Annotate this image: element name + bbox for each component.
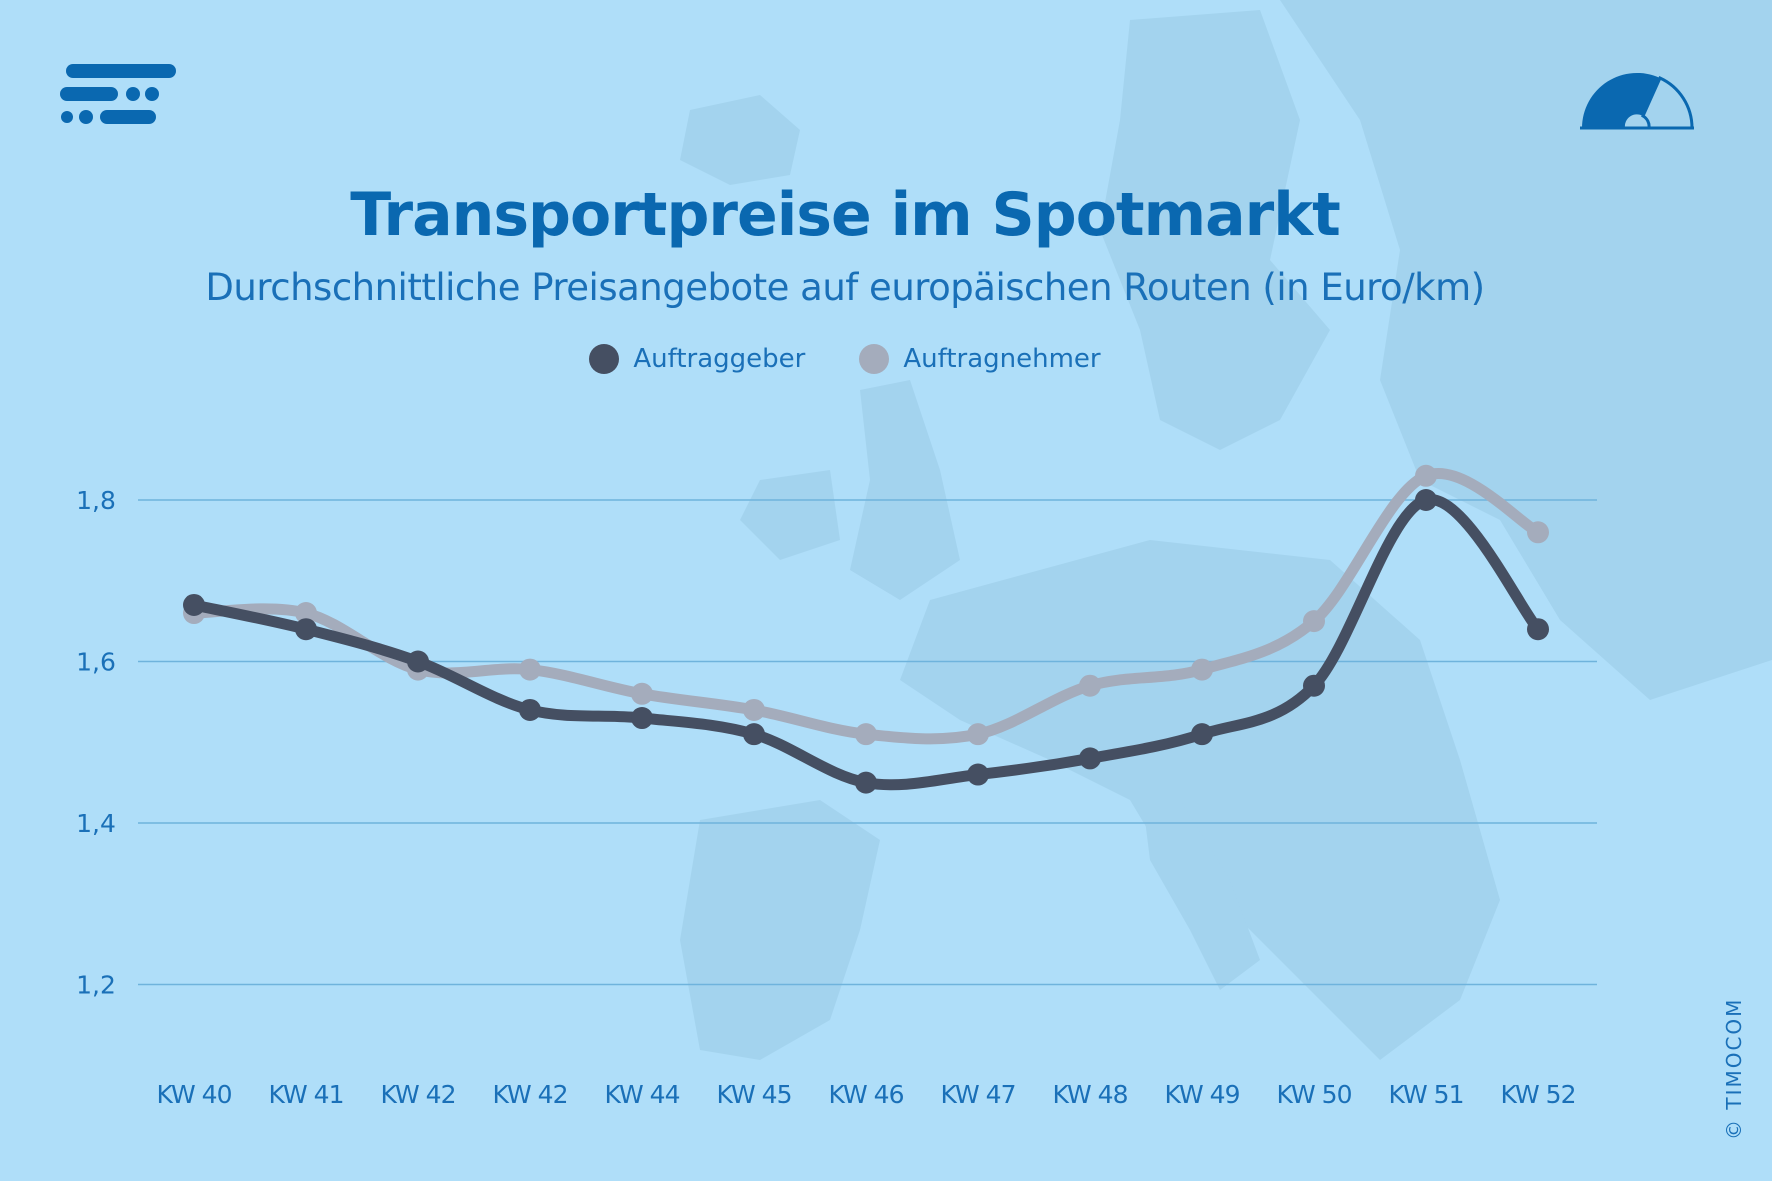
x-tick-label: KW 45 [717,1080,792,1109]
y-tick-label: 1,2 [76,971,116,1000]
data-point-auftragnehmer [1527,521,1549,544]
legend-item-auftraggeber: Auftraggeber [589,344,805,374]
y-tick-label: 1,4 [76,809,116,838]
x-tick-label: KW 50 [1277,1080,1352,1109]
data-point-auftragnehmer [1191,658,1213,681]
x-tick-label: KW 46 [829,1080,904,1109]
legend-label-auftragnehmer: Auftragnehmer [903,344,1101,374]
data-point-auftragnehmer [1079,674,1101,697]
legend: Auftraggeber Auftragnehmer [0,344,1690,374]
chart-subtitle: Durchschnittliche Preisangebote auf euro… [205,266,1485,309]
x-tick-label: KW 47 [941,1080,1016,1109]
x-tick-label: KW 42 [493,1080,568,1109]
timocom-logo-icon [60,64,176,124]
series-line-auftragnehmer [188,468,1544,745]
gauge-icon [1580,72,1694,130]
y-tick-label: 1,6 [76,648,116,677]
x-tick-label: KW 42 [381,1080,456,1109]
x-tick-label: KW 44 [605,1080,680,1109]
x-tick-label: KW 51 [1389,1080,1464,1109]
data-point-auftragnehmer [1415,464,1437,487]
data-point-auftragnehmer [1303,610,1325,633]
data-point-auftraggeber [967,763,989,786]
x-tick-label: KW 41 [269,1080,344,1109]
data-point-auftraggeber [1527,618,1549,641]
data-point-auftraggeber [407,650,429,673]
data-point-auftraggeber [519,698,541,721]
copyright: © TIMOCOM [1722,997,1746,1140]
x-tick-label: KW 40 [157,1080,232,1109]
data-point-auftragnehmer [855,723,877,746]
legend-label-auftraggeber: Auftraggeber [633,344,806,374]
data-point-auftraggeber [1191,723,1213,746]
y-tick-label: 1,8 [76,486,116,515]
data-point-auftraggeber [1303,674,1325,697]
data-point-auftragnehmer [743,698,765,721]
data-point-auftraggeber [1079,747,1101,770]
x-tick-label: KW 52 [1501,1080,1576,1109]
data-point-auftragnehmer [631,682,653,705]
data-point-auftraggeber [855,771,877,794]
data-point-auftraggeber [1415,489,1437,511]
data-point-auftraggeber [631,707,653,730]
legend-marker-auftragnehmer [859,344,890,374]
data-point-auftraggeber [183,593,205,616]
legend-marker-auftraggeber [589,344,620,374]
chart-title: Transportpreise im Spotmarkt [350,180,1341,250]
data-point-auftragnehmer [967,723,989,746]
data-point-auftragnehmer [295,602,317,625]
data-point-auftraggeber [743,723,765,746]
data-point-auftragnehmer [519,658,541,681]
data-point-auftraggeber [295,618,317,641]
legend-item-auftragnehmer: Auftragnehmer [859,344,1101,374]
x-tick-label: KW 49 [1165,1080,1240,1109]
x-tick-label: KW 48 [1053,1080,1128,1109]
